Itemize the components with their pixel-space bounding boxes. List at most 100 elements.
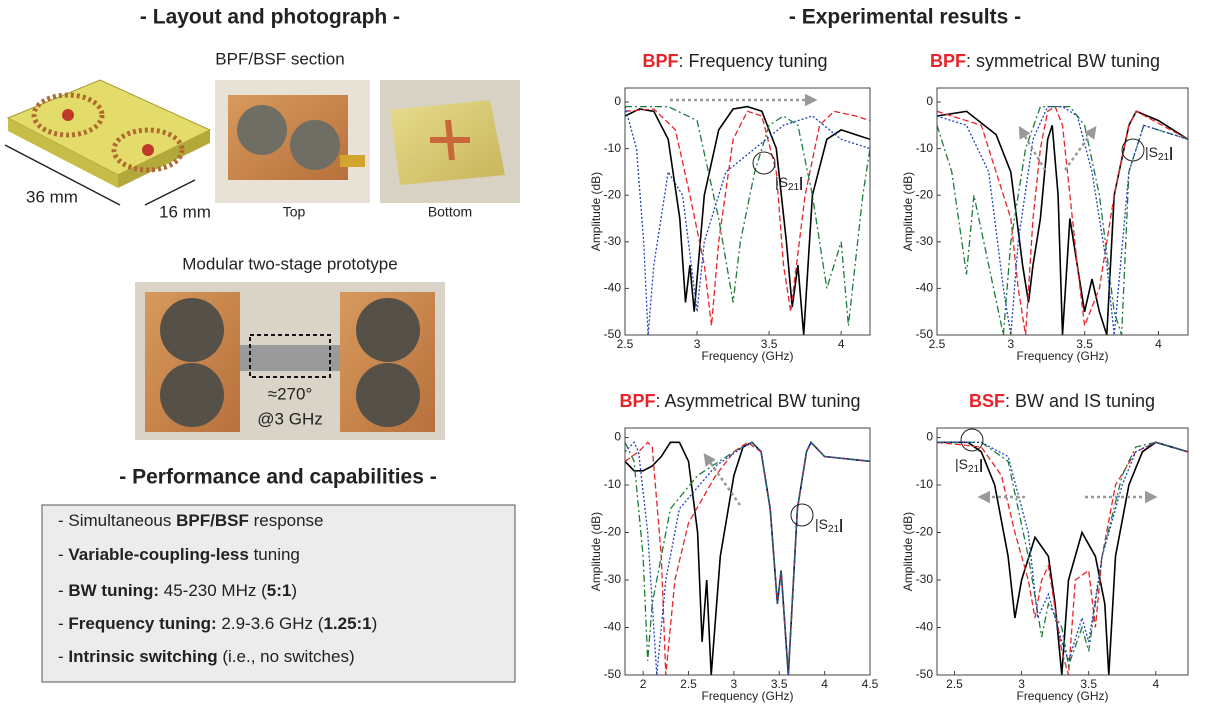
layout-3d: [5, 80, 210, 205]
performance-text: 2.9-3.6 GHz (: [217, 614, 324, 633]
phase-label: ≈270°: [268, 384, 313, 403]
s21-sub: 21: [1158, 152, 1170, 163]
y-tick-label: -40: [604, 281, 622, 295]
performance-text: (i.e., no switches): [218, 647, 355, 666]
y-tick-label: -20: [916, 187, 934, 201]
s21-sub: 21: [968, 464, 980, 475]
s21-post: |: [979, 456, 983, 472]
performance-item: - Simultaneous BPF/BSF response: [58, 511, 324, 530]
x-tick-label: 4: [1155, 337, 1162, 351]
s21-post: |: [839, 516, 843, 532]
performance-text: ): [372, 614, 378, 633]
y-tick-label: 0: [926, 94, 933, 108]
s21-pre: |S: [1145, 144, 1158, 160]
performance-heading: - Performance and capabilities -: [119, 466, 436, 489]
y-tick-label: -20: [604, 187, 622, 201]
title-tag: BPF: [619, 391, 655, 411]
performance-item: - Intrinsic switching (i.e., no switches…: [58, 647, 355, 666]
y-tick-label: -30: [604, 234, 622, 248]
performance-text: Frequency tuning:: [68, 614, 216, 633]
performance-text: 1.25:1: [323, 614, 371, 633]
y-tick-label: -40: [604, 620, 622, 634]
title-text: : Frequency tuning: [678, 51, 827, 71]
x-axis-label: Frequency (GHz): [701, 689, 793, 703]
title-tag: BPF: [930, 51, 966, 71]
x-tick-label: 4: [821, 677, 828, 691]
performance-text: -: [58, 614, 68, 633]
page: - Layout and photograph - BPF/BSF sectio…: [0, 0, 1225, 708]
title-tag: BSF: [969, 391, 1005, 411]
y-axis-label: Amplitude (dB): [589, 512, 603, 591]
y-tick-label: -20: [604, 525, 622, 539]
top-label: Top: [283, 204, 306, 220]
y-tick-label: -10: [916, 477, 934, 491]
y-tick-label: -50: [604, 327, 622, 341]
photo-bottom: [380, 80, 520, 203]
results-heading: - Experimental results -: [789, 6, 1021, 29]
chart-title: BPF: Frequency tuning: [642, 51, 827, 71]
x-tick-label: 4: [1152, 677, 1159, 691]
performance-text: BPF/BSF: [176, 511, 249, 530]
y-axis-label: Amplitude (dB): [901, 172, 915, 251]
performance-item: - Variable-coupling-less tuning: [58, 545, 300, 564]
chart-title: BPF: Asymmetrical BW tuning: [619, 391, 860, 411]
s21-post: |: [799, 174, 803, 190]
title-tag: BPF: [642, 51, 678, 71]
performance-text: BW tuning:: [68, 581, 159, 600]
x-tick-label: 4: [838, 337, 845, 351]
performance-text: Intrinsic switching: [68, 647, 217, 666]
figure: - Layout and photograph - BPF/BSF sectio…: [0, 0, 1225, 708]
y-tick-label: -30: [916, 234, 934, 248]
y-tick-label: -40: [916, 620, 934, 634]
performance-text: 5:1: [267, 581, 292, 600]
performance-text: tuning: [249, 545, 300, 564]
y-tick-label: -30: [604, 572, 622, 586]
performance-text: -: [58, 545, 68, 564]
y-tick-label: -50: [604, 667, 622, 681]
s21-pre: |S: [955, 456, 968, 472]
left-heading: - Layout and photograph -: [140, 6, 400, 29]
y-tick-label: -20: [916, 525, 934, 539]
s21-pre: |S: [815, 516, 828, 532]
s21-post: |: [1169, 144, 1173, 160]
x-tick-label: 2: [640, 677, 647, 691]
y-tick-label: 0: [614, 430, 621, 444]
x-axis-label: Frequency (GHz): [701, 349, 793, 363]
x-tick-label: 2.5: [680, 677, 697, 691]
performance-text: Variable-coupling-less: [68, 545, 248, 564]
y-tick-label: -10: [916, 141, 934, 155]
x-axis-label: Frequency (GHz): [1016, 349, 1108, 363]
s21-pre: |S: [775, 174, 788, 190]
performance-text: response: [249, 511, 324, 530]
x-tick-label: 3: [1007, 337, 1014, 351]
prototype-label: Modular two-stage prototype: [182, 254, 397, 273]
dim-length: 36 mm: [26, 187, 78, 206]
y-tick-label: -50: [916, 667, 934, 681]
y-tick-label: -10: [604, 477, 622, 491]
dim-width: 16 mm: [159, 202, 211, 221]
y-tick-label: -40: [916, 281, 934, 295]
chart-title: BSF: BW and IS tuning: [969, 391, 1155, 411]
x-tick-label: 4.5: [862, 677, 879, 691]
performance-item: - Frequency tuning: 2.9-3.6 GHz (1.25:1): [58, 614, 377, 633]
y-tick-label: 0: [614, 94, 621, 108]
x-tick-label: 2.5: [946, 677, 963, 691]
bottom-label: Bottom: [428, 204, 472, 220]
y-axis-label: Amplitude (dB): [901, 512, 915, 591]
freq-label: @3 GHz: [257, 409, 322, 428]
performance-text: - Simultaneous: [58, 511, 176, 530]
title-text: : Asymmetrical BW tuning: [655, 391, 860, 411]
y-tick-label: -10: [604, 141, 622, 155]
performance-text: -: [58, 581, 68, 600]
title-text: : BW and IS tuning: [1005, 391, 1155, 411]
performance-text: 45-230 MHz (: [159, 581, 267, 600]
performance-text: ): [291, 581, 297, 600]
y-tick-label: -50: [916, 327, 934, 341]
y-tick-label: 0: [926, 430, 933, 444]
s21-sub: 21: [788, 182, 800, 193]
x-axis-label: Frequency (GHz): [1016, 689, 1108, 703]
